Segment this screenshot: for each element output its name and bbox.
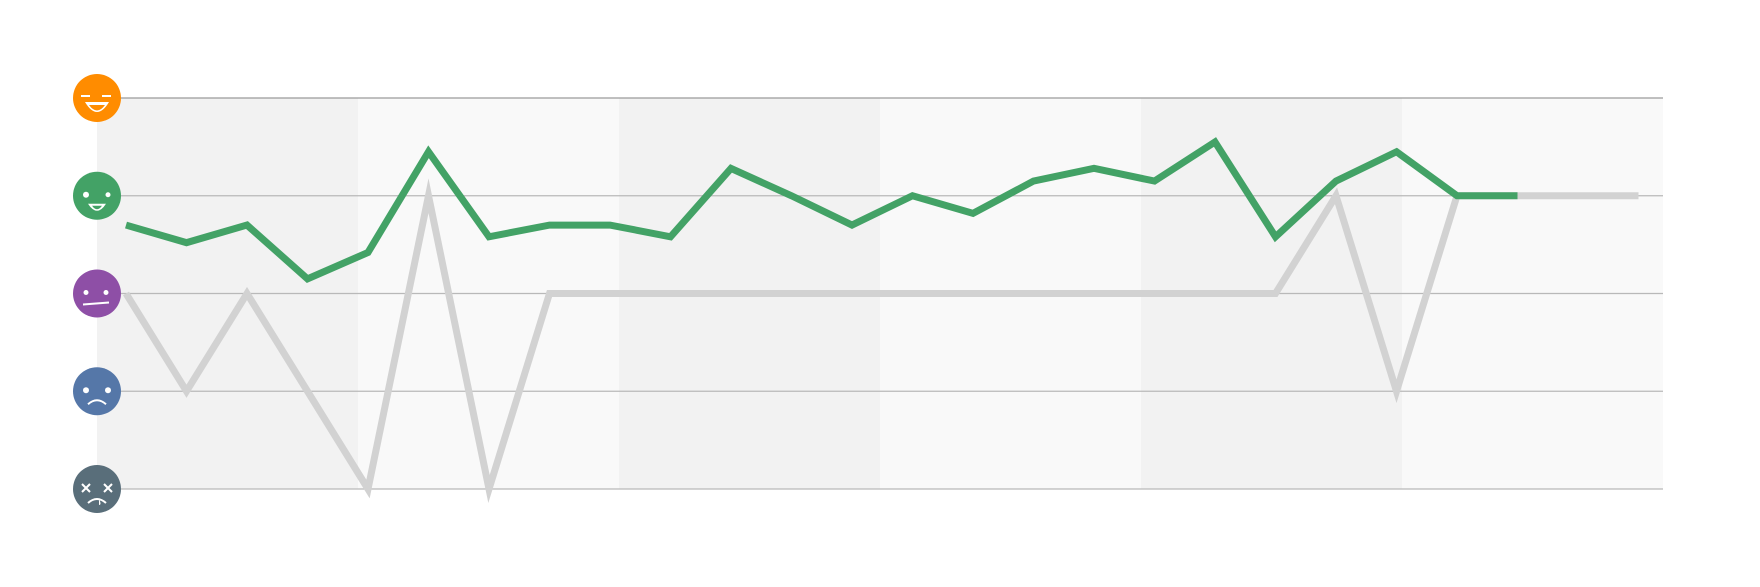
- eye: [105, 192, 111, 198]
- face-circle: [73, 74, 121, 122]
- laughing-face-icon: [73, 74, 121, 122]
- eye: [83, 191, 89, 198]
- face-circle: [73, 171, 121, 220]
- mouth-inner: [92, 205, 102, 210]
- face-circle: [73, 465, 121, 513]
- series-2: [125, 137, 1518, 283]
- dead-face-icon: [73, 465, 121, 513]
- face-circle: [73, 269, 121, 318]
- eye: [83, 290, 89, 295]
- tongue: [99, 499, 101, 505]
- eye: [103, 290, 109, 295]
- series-1: [123, 178, 1639, 504]
- mouth: [82, 301, 110, 306]
- sad-face-icon: [73, 367, 121, 416]
- happy-face-icon: [73, 171, 121, 220]
- mouth: [87, 399, 107, 406]
- eye-x: [81, 483, 91, 493]
- mouth-inner: [89, 105, 105, 111]
- series-line-1: [123, 178, 1639, 504]
- eye: [105, 387, 111, 394]
- eye-x: [103, 483, 113, 493]
- series-line-2: [125, 137, 1518, 283]
- eye: [83, 387, 89, 394]
- face-circle: [73, 367, 121, 416]
- mouth: [87, 498, 107, 504]
- series-layer: [123, 137, 1639, 504]
- y-axis-mood-icons: [73, 74, 121, 513]
- neutral-face-icon: [73, 269, 121, 318]
